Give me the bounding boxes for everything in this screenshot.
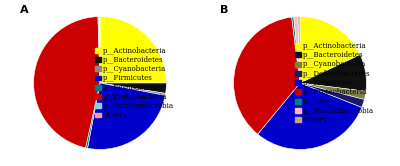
- Wedge shape: [258, 83, 362, 149]
- Wedge shape: [294, 17, 300, 83]
- Wedge shape: [100, 17, 166, 83]
- Wedge shape: [300, 55, 366, 91]
- Wedge shape: [292, 17, 300, 83]
- Legend: p__Actinobacteria, p__Bacteroidetes, p__Cyanobacteria, p__Deferribacteres, p__Fi: p__Actinobacteria, p__Bacteroidetes, p__…: [295, 42, 374, 124]
- Text: A: A: [20, 5, 29, 15]
- Text: B: B: [220, 5, 229, 15]
- Wedge shape: [99, 17, 100, 83]
- Wedge shape: [298, 17, 300, 83]
- Wedge shape: [88, 83, 165, 149]
- Legend: p__Actinobacteria, p__Bacteroidetes, p__Cyanobacteria, p__Firmicutes, p__Fusobac: p__Actinobacteria, p__Bacteroidetes, p__…: [95, 47, 174, 119]
- Wedge shape: [100, 83, 166, 93]
- Wedge shape: [300, 83, 364, 107]
- Wedge shape: [98, 17, 100, 83]
- Wedge shape: [300, 17, 360, 83]
- Wedge shape: [234, 17, 300, 134]
- Wedge shape: [100, 83, 166, 95]
- Wedge shape: [300, 83, 366, 99]
- Wedge shape: [34, 17, 100, 148]
- Wedge shape: [86, 83, 100, 148]
